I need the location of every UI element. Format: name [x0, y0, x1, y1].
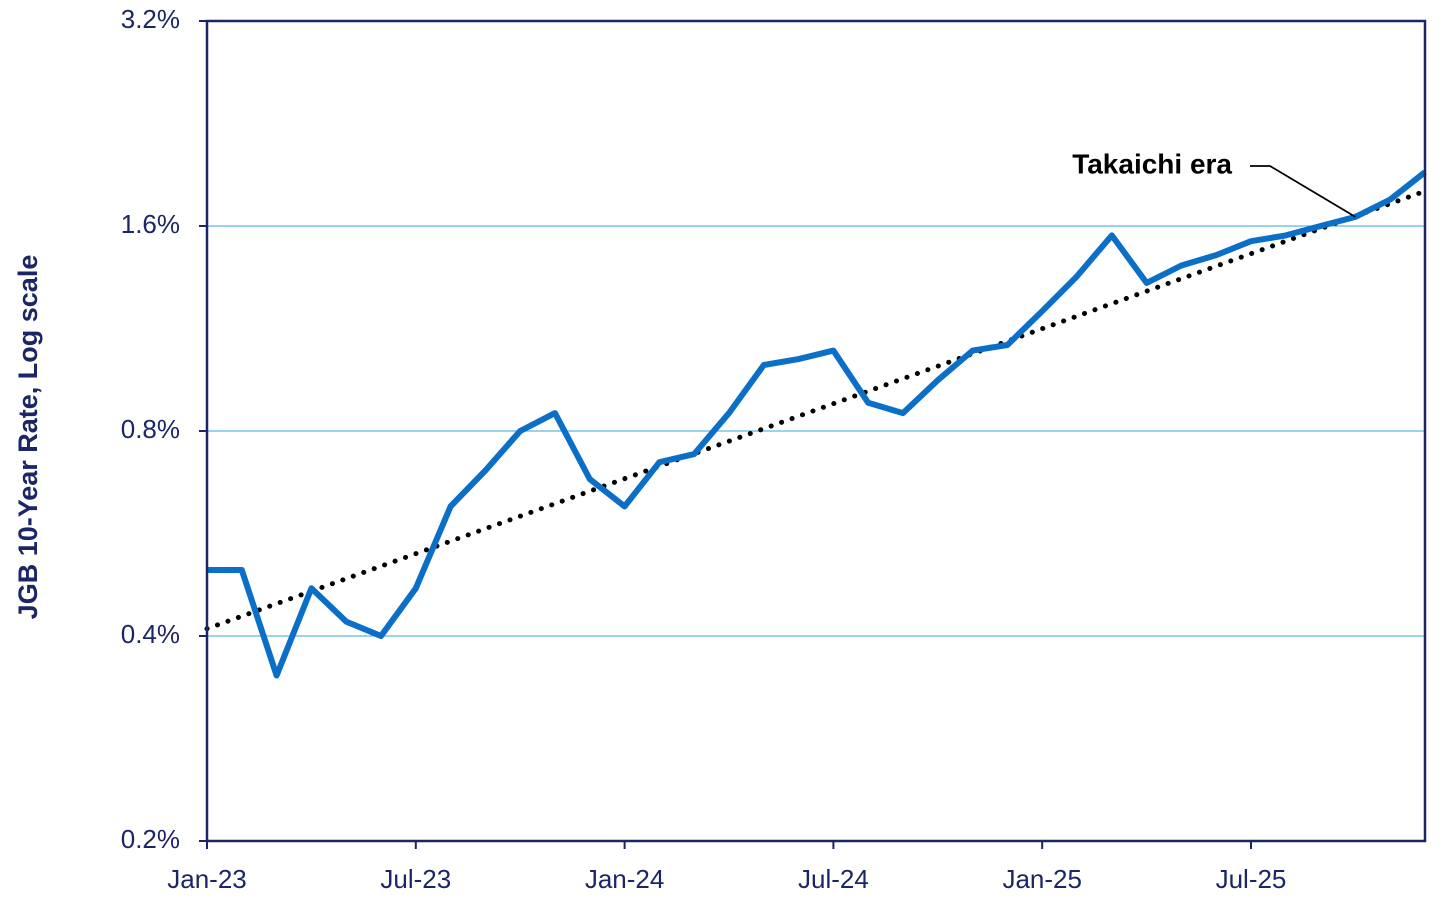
y-tick-label: 1.6%: [121, 209, 180, 239]
y-tick-label: 0.2%: [121, 824, 180, 854]
data-line: [207, 169, 1427, 679]
plot-border: [205, 19, 1427, 843]
x-tick-label: Jul-23: [380, 864, 451, 894]
x-tick-label: Jan-25: [1002, 864, 1082, 894]
annotation-arrow: [1250, 165, 1356, 218]
x-tick-label: Jul-24: [798, 864, 869, 894]
y-tick-label: 0.8%: [121, 414, 180, 444]
y-tick-label: 3.2%: [121, 4, 180, 34]
x-tick-label: Jul-25: [1216, 864, 1287, 894]
y-tick-label: 0.4%: [121, 619, 180, 649]
x-tick-label: Jan-23: [167, 864, 247, 894]
trend-line: [204, 188, 1428, 632]
annotation: Takaichi era: [1072, 148, 1232, 179]
y-axis-label: JGB 10-Year Rate, Log scale: [13, 255, 43, 620]
x-tick-label: Jan-24: [585, 864, 665, 894]
